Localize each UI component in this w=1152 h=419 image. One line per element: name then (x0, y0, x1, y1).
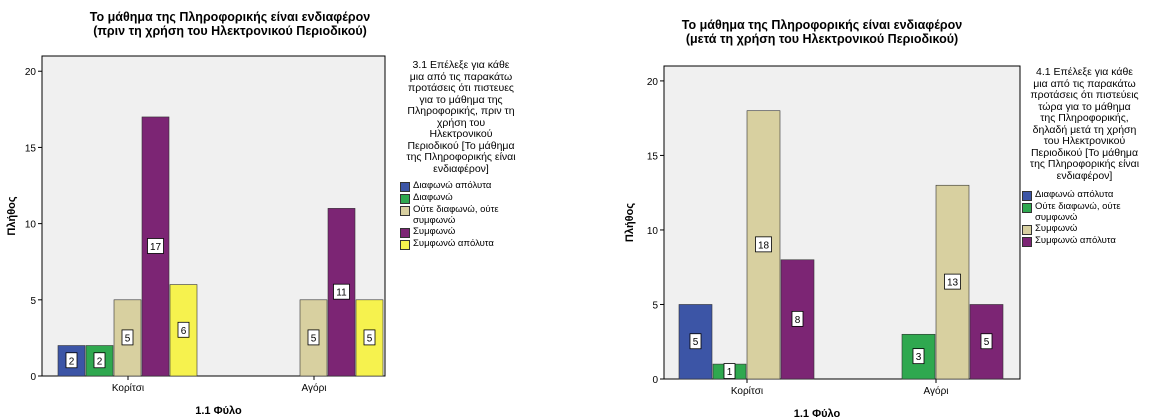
data-label: 5 (693, 337, 699, 348)
data-label: 2 (97, 356, 103, 367)
data-label: 13 (947, 278, 959, 289)
chart-plot: 0 5 10 15 20 Πλήθος 1.1 Φύλο Κορίτσι 2 2 5 17 6 Αγόρι… (6, 55, 386, 417)
legend-label: Συμφωνώ απόλυτα (1035, 235, 1116, 246)
legend-swatch (1022, 225, 1032, 235)
legend-item: Διαφωνώ απόλυτα (1022, 189, 1152, 201)
data-label: 3 (916, 352, 922, 363)
legend-swatch (1022, 237, 1032, 247)
legend-swatch (1022, 203, 1032, 213)
legend-swatch (400, 194, 410, 204)
data-label-box (791, 310, 804, 327)
legend-item: Συμφωνώ απόλυτα (1022, 235, 1152, 247)
legend-swatch (400, 206, 410, 216)
chart-plot: 0 5 10 15 20 Πλήθος 1.1 Φύλο Κορίτσι 5 1 18 8 Αγόρι 3… (624, 65, 1021, 419)
data-label-box (723, 363, 736, 379)
data-label: 11 (336, 288, 347, 299)
data-label: 5 (125, 333, 131, 344)
y-tick-label: 15 (647, 151, 659, 162)
y-tick-label: 15 (25, 143, 37, 154)
x-tick-label: Κορίτσι (731, 385, 763, 397)
data-label-box (944, 273, 961, 290)
chart-title: Το μάθημα της Πληροφορικής είναι ενδιαφέ… (681, 18, 963, 46)
data-label-box (307, 329, 320, 346)
legend-title: 3.1 Επέλεξε για κάθε μια από τις παρακάτ… (406, 59, 516, 175)
data-label-box (121, 329, 134, 346)
legend: Διαφωνώ απόλυτα Διαφωνώ Ούτε διαφωνώ, ούτε… (400, 180, 550, 251)
legend-label: Ούτε διαφωνώ, ούτε συμφωνώ (413, 204, 499, 226)
x-tick-label: Κορίτσι (112, 382, 144, 394)
data-label: 5 (367, 333, 373, 344)
y-tick-label: 0 (30, 372, 36, 383)
y-tick-label: 10 (647, 226, 659, 237)
legend-label: Συμφωνώ απόλυτα (413, 238, 494, 249)
data-label-box (93, 352, 106, 369)
data-label: 5 (311, 333, 317, 344)
legend-item: Συμφωνώ (1022, 223, 1152, 235)
legend-item: Ούτε διαφωνώ, ούτε συμφωνώ (400, 204, 550, 226)
y-axis-label: Πλήθος (6, 196, 18, 235)
x-axis-label: 1.1 Φύλο (195, 405, 242, 417)
data-label-box (65, 352, 78, 369)
data-label-box (755, 236, 772, 253)
legend-swatch (1022, 191, 1032, 201)
y-tick-label: 0 (652, 375, 658, 386)
y-tick-label: 5 (30, 296, 36, 307)
data-label-box (333, 283, 350, 300)
legend-title: 4.1 Επέλεξε για κάθε μια από τις παρακάτ… (1029, 66, 1140, 182)
data-label: 17 (150, 242, 162, 253)
legend-label: Συμφωνώ (1035, 223, 1078, 234)
legend-label: Ούτε διαφωνώ, ούτε συμφωνώ (1035, 201, 1121, 223)
data-label: 1 (727, 367, 733, 378)
legend-label: Συμφωνώ (413, 226, 456, 237)
x-axis-label: 1.1 Φύλο (794, 408, 841, 419)
data-label: 5 (984, 337, 990, 348)
y-tick-label: 10 (25, 220, 37, 231)
y-tick-label: 20 (25, 67, 37, 78)
data-label-box (363, 329, 376, 346)
legend-swatch (400, 228, 410, 238)
legend-item: Διαφωνώ (400, 192, 550, 204)
data-label-box (912, 348, 925, 365)
bar (57, 345, 86, 377)
chart-before: Το μάθημα της Πληροφορικής είναι ενδιαφέ… (0, 0, 560, 419)
legend-label: Διαφωνώ απόλυτα (413, 180, 492, 191)
x-tick-label: Αγόρι (924, 385, 949, 397)
legend-item: Συμφωνώ (400, 226, 550, 238)
legend-item: Ούτε διαφωνώ, ούτε συμφωνώ (1022, 201, 1152, 223)
data-label: 18 (758, 240, 770, 251)
data-label-box (980, 333, 993, 350)
data-label-box (147, 238, 164, 254)
y-tick-label: 5 (652, 300, 658, 311)
y-tick-label: 20 (647, 77, 659, 88)
data-label: 8 (795, 315, 801, 326)
legend-item: Συμφωνώ απόλυτα (400, 238, 550, 250)
y-axis-label: Πλήθος (624, 203, 636, 242)
bar (299, 299, 328, 377)
legend-label: Διαφωνώ (413, 192, 453, 203)
legend-label: Διαφωνώ απόλυτα (1035, 189, 1114, 200)
legend-item: Διαφωνώ απόλυτα (400, 180, 550, 192)
data-label: 6 (181, 326, 187, 337)
data-label-box (689, 333, 702, 350)
legend-swatch (400, 182, 410, 192)
legend-swatch (400, 240, 410, 250)
data-label: 2 (69, 356, 75, 367)
chart-after: Το μάθημα της Πληροφορικής είναι ενδιαφέ… (592, 0, 1152, 419)
x-tick-label: Αγόρι (302, 382, 327, 394)
data-label-box (177, 321, 190, 338)
legend: Διαφωνώ απόλυτα Ούτε διαφωνώ, ούτε συμφων… (1022, 189, 1152, 248)
chart-title: Το μάθημα της Πληροφορικής είναι ενδιαφέ… (89, 10, 371, 38)
